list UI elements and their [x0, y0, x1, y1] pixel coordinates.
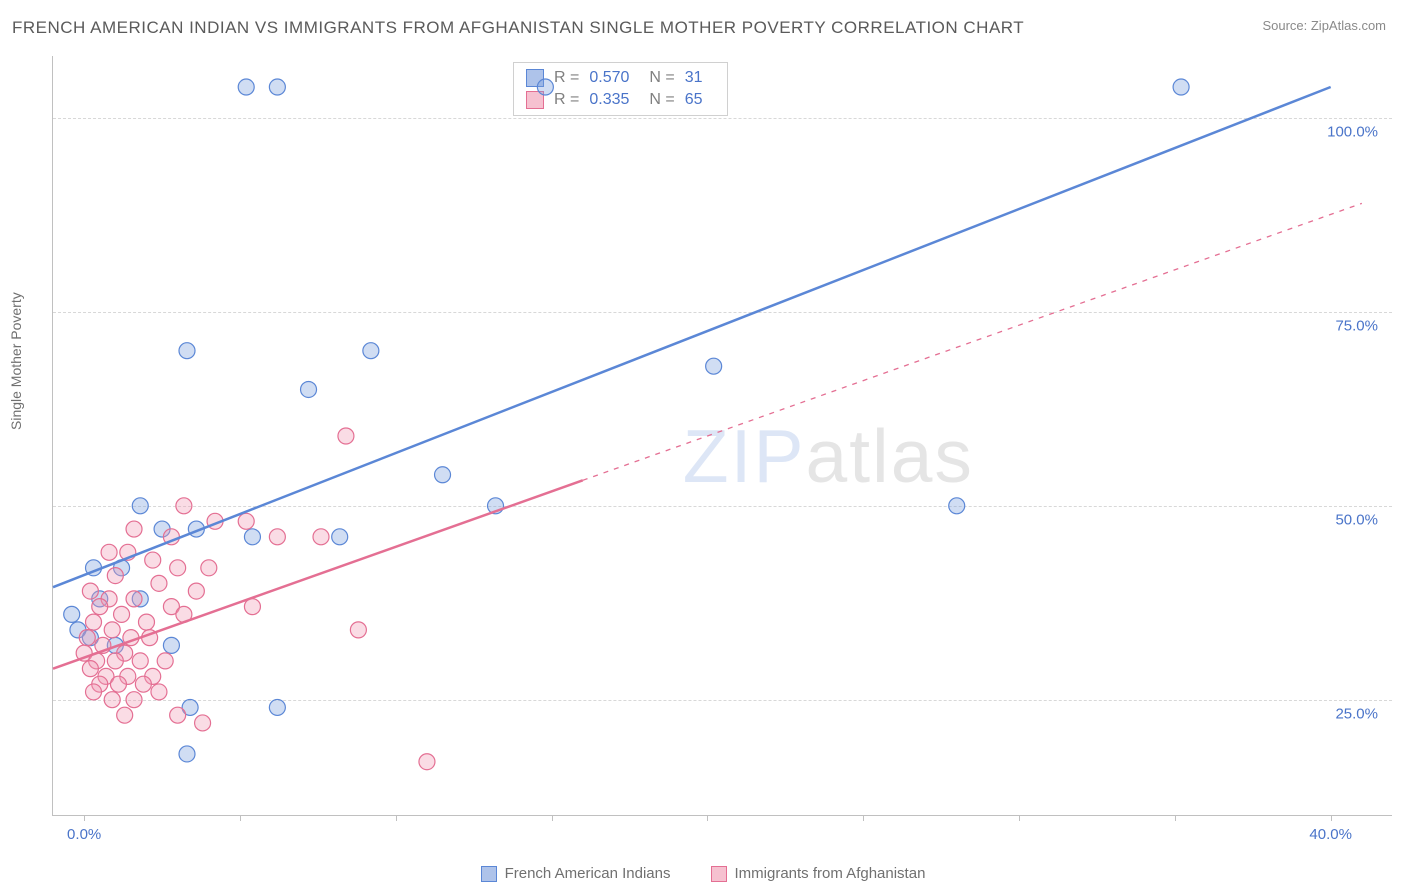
data-point: [269, 79, 285, 95]
data-point: [86, 684, 102, 700]
data-point: [151, 684, 167, 700]
data-point: [104, 692, 120, 708]
trend-line-dashed: [583, 203, 1362, 480]
x-tick-label: 0.0%: [67, 826, 101, 843]
data-point: [350, 622, 366, 638]
data-point: [107, 653, 123, 669]
data-point: [201, 560, 217, 576]
data-point: [126, 521, 142, 537]
data-point: [179, 343, 195, 359]
data-point: [126, 591, 142, 607]
data-point: [163, 637, 179, 653]
data-point: [179, 746, 195, 762]
data-point: [151, 575, 167, 591]
data-point: [82, 583, 98, 599]
data-point: [157, 653, 173, 669]
data-point: [332, 529, 348, 545]
data-point: [269, 699, 285, 715]
data-point: [238, 79, 254, 95]
data-point: [949, 498, 965, 514]
data-point: [313, 529, 329, 545]
data-point: [104, 622, 120, 638]
data-point: [1173, 79, 1189, 95]
x-tick-label: 40.0%: [1309, 826, 1352, 843]
data-point: [64, 606, 80, 622]
data-point: [138, 614, 154, 630]
y-axis-label: Single Mother Poverty: [8, 292, 24, 430]
chart-title: FRENCH AMERICAN INDIAN VS IMMIGRANTS FRO…: [12, 18, 1024, 38]
data-point: [338, 428, 354, 444]
data-point: [188, 583, 204, 599]
data-point: [170, 707, 186, 723]
data-point: [92, 599, 108, 615]
legend-series-name: Immigrants from Afghanistan: [735, 865, 926, 882]
data-point: [269, 529, 285, 545]
correlation-chart: FRENCH AMERICAN INDIAN VS IMMIGRANTS FRO…: [0, 0, 1406, 892]
data-point: [363, 343, 379, 359]
data-point: [176, 498, 192, 514]
legend-item: French American Indians: [481, 865, 671, 882]
data-point: [117, 707, 133, 723]
data-point: [79, 630, 95, 646]
data-point: [132, 653, 148, 669]
legend-series-name: French American Indians: [505, 865, 671, 882]
data-point: [706, 358, 722, 374]
data-point: [101, 544, 117, 560]
data-point: [82, 661, 98, 677]
data-point: [145, 552, 161, 568]
data-point: [110, 676, 126, 692]
data-point: [86, 614, 102, 630]
data-point: [132, 498, 148, 514]
data-point: [135, 676, 151, 692]
data-point: [244, 529, 260, 545]
data-point: [170, 560, 186, 576]
data-point: [126, 692, 142, 708]
legend-item: Immigrants from Afghanistan: [711, 865, 926, 882]
data-point: [195, 715, 211, 731]
plot-area: R =0.570N =31R =0.335N =65 ZIPatlas 25.0…: [52, 56, 1392, 816]
chart-svg: [53, 56, 1393, 816]
series-legend: French American Indians Immigrants from A…: [0, 865, 1406, 882]
data-point: [435, 467, 451, 483]
data-point: [238, 513, 254, 529]
data-point: [107, 568, 123, 584]
legend-color-square: [711, 866, 727, 882]
data-point: [114, 606, 130, 622]
trend-line: [53, 87, 1331, 587]
data-point: [537, 79, 553, 95]
data-point: [301, 381, 317, 397]
data-point: [419, 754, 435, 770]
source-attribution: Source: ZipAtlas.com: [1262, 18, 1386, 33]
legend-color-square: [481, 866, 497, 882]
